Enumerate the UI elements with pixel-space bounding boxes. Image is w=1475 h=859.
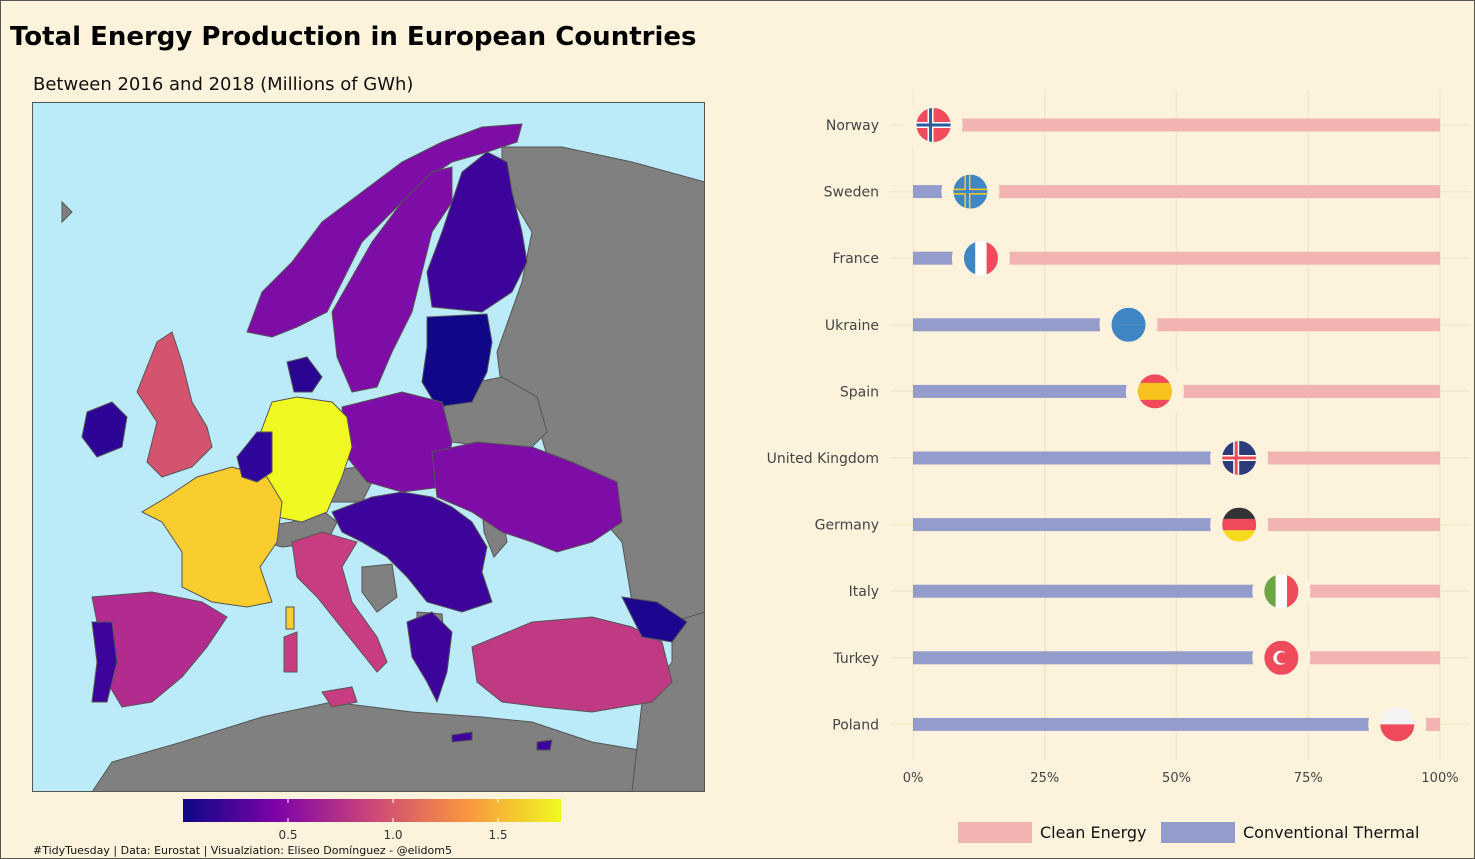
- finland-russia-border: [61, 200, 73, 224]
- bar-clean-energy: [1229, 518, 1440, 532]
- legend-swatch-conventional-thermal: [1161, 822, 1235, 843]
- north-africa-land: [91, 701, 705, 792]
- category-label: Norway: [826, 118, 879, 134]
- germany-flag-icon: [1210, 495, 1269, 554]
- map-border: [32, 102, 705, 792]
- x-tick-label: 0%: [903, 771, 924, 786]
- x-tick-label: 25%: [1030, 771, 1059, 786]
- legend-swatch-clean-energy: [958, 822, 1032, 843]
- bars: [904, 96, 1440, 754]
- cyprus-shape: [536, 739, 553, 751]
- chart-subtitle: Between 2016 and 2018 (Millions of GWh): [33, 74, 414, 95]
- corsica-shape: [285, 606, 295, 630]
- category-label: Sweden: [824, 185, 879, 201]
- colorbar-tick-label: 0.5: [278, 828, 297, 841]
- category-label: Germany: [815, 518, 879, 534]
- norway-shape: [246, 123, 523, 338]
- europe-choropleth-map: [32, 102, 705, 792]
- uk-shape: [136, 331, 213, 478]
- sardinia-shape: [283, 631, 298, 673]
- crete-shape: [451, 731, 473, 743]
- norway-flag-icon: [904, 96, 963, 154]
- category-label: Spain: [840, 384, 879, 400]
- bar-clean-energy: [1118, 318, 1440, 332]
- sicily-shape: [321, 686, 358, 708]
- estonia-latvia-lithuania-shape: [421, 313, 493, 408]
- italy-shape: [291, 531, 388, 673]
- colorbar-tick-label: 1.5: [488, 828, 507, 841]
- category-label: Italy: [849, 584, 879, 600]
- ireland-shape: [81, 401, 128, 458]
- spain-flag-icon: [1125, 362, 1184, 421]
- category-label: Ukraine: [825, 318, 879, 334]
- bar-conventional-thermal: [913, 518, 1230, 532]
- legend-label-conventional-thermal: Conventional Thermal: [1243, 823, 1420, 842]
- central-east-europe-shape: [331, 491, 493, 613]
- bar-clean-energy: [1229, 451, 1440, 465]
- sweden-shape: [331, 166, 453, 393]
- bar-clean-energy: [1271, 651, 1440, 665]
- category-labels: Norway Sweden France Ukraine Spain United Kin…: [767, 118, 879, 733]
- x-tick-label: 75%: [1294, 771, 1323, 786]
- bar-conventional-thermal: [913, 717, 1388, 731]
- bar-conventional-thermal: [913, 318, 1119, 332]
- ukraine-flag-icon: [1099, 295, 1158, 354]
- chart-caption: #TidyTuesday | Data: Eurostat | Visualzi…: [33, 844, 452, 857]
- x-tick-label: 100%: [1421, 771, 1458, 786]
- category-label: Turkey: [832, 651, 879, 667]
- bar-clean-energy: [970, 251, 1440, 265]
- bar-conventional-thermal: [913, 451, 1230, 465]
- energy-share-bar-chart: Norway Sweden France Ukraine Spain United Kin…: [767, 90, 1470, 786]
- chart-title: Total Energy Production in European Coun…: [10, 22, 697, 52]
- france-flag-icon: [951, 229, 1010, 288]
- ukraine-shape: [431, 441, 623, 553]
- category-label: Poland: [832, 717, 879, 733]
- bar-conventional-thermal: [913, 384, 1145, 398]
- bar-conventional-thermal: [913, 584, 1272, 598]
- denmark-shape: [286, 356, 323, 393]
- colorbar-tick-label: 1.0: [383, 828, 402, 841]
- italy-flag-icon: [1252, 562, 1311, 621]
- category-label: France: [832, 251, 879, 267]
- greece-shape: [406, 611, 453, 704]
- colorbar-gradient: [183, 799, 561, 822]
- category-label: United Kingdom: [767, 451, 879, 467]
- bar-clean-energy: [923, 118, 1440, 132]
- turkey-flag-icon: [1252, 628, 1311, 687]
- portugal-shape: [91, 621, 118, 703]
- x-axis-ticks: 0% 25% 50% 75% 100%: [903, 771, 1459, 786]
- turkey-shape: [471, 616, 673, 713]
- benelux-shape: [236, 431, 273, 483]
- map-colorbar: 0.5 1.0 1.5: [183, 799, 561, 841]
- caucasus-shape: [621, 596, 688, 643]
- united-kingdom-flag-icon: [1210, 429, 1269, 487]
- bar-clean-energy: [1271, 584, 1440, 598]
- balkans-grey-land: [361, 563, 398, 613]
- x-tick-label: 50%: [1162, 771, 1191, 786]
- bar-conventional-thermal: [913, 651, 1272, 665]
- finland-shape: [426, 151, 528, 313]
- poland-flag-icon: [1368, 695, 1427, 754]
- bar-clean-energy: [960, 185, 1440, 199]
- middle-east-land: [631, 611, 705, 792]
- bar-clean-energy: [1144, 384, 1440, 398]
- sweden-flag-icon: [941, 162, 1000, 221]
- legend-label-clean-energy: Clean Energy: [1040, 823, 1147, 842]
